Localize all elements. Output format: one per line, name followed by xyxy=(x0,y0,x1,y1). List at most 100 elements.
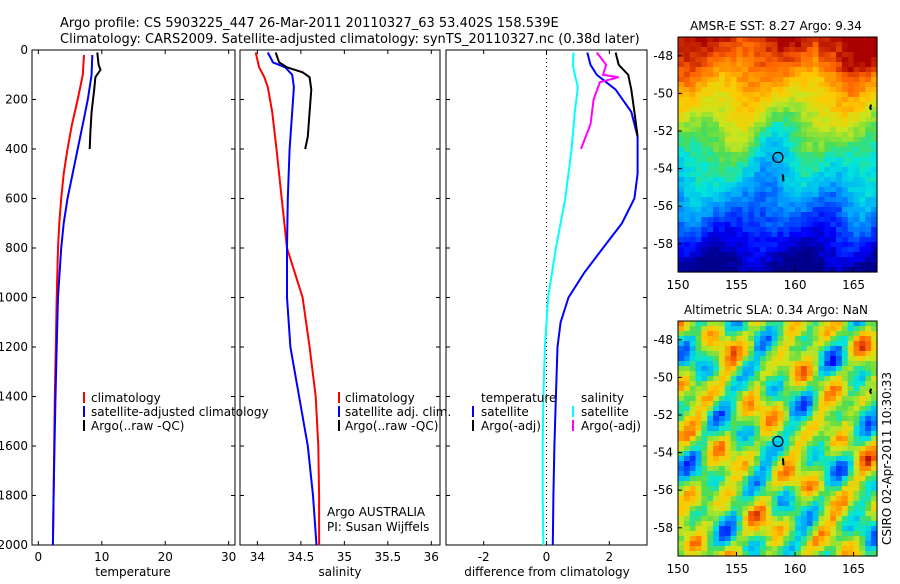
heatmap-cell xyxy=(736,481,743,487)
heatmap-cell xyxy=(789,247,796,253)
heatmap-cell xyxy=(818,72,825,78)
heatmap-cell xyxy=(707,516,714,522)
heatmap-cell xyxy=(836,82,843,88)
heatmap-cell xyxy=(701,366,708,372)
heatmap-cell xyxy=(730,411,738,417)
heatmap-cell xyxy=(871,237,878,243)
heatmap-cell xyxy=(830,461,837,467)
heatmap-cell xyxy=(713,421,720,427)
heatmap-cell xyxy=(836,97,843,103)
heatmap-cell xyxy=(812,431,820,437)
heatmap-cell xyxy=(736,521,743,527)
heatmap-cell xyxy=(812,331,820,337)
heatmap-cell xyxy=(754,341,761,347)
heatmap-cell xyxy=(701,72,708,78)
heatmap-cell xyxy=(689,526,697,532)
heatmap-cell xyxy=(806,376,814,382)
heatmap-cell xyxy=(689,117,697,123)
heatmap-cell xyxy=(859,326,866,332)
heatmap-cell xyxy=(765,267,773,273)
heatmap-cell xyxy=(689,87,697,93)
heatmap-cell xyxy=(713,207,720,213)
heatmap-cell xyxy=(859,207,866,213)
heatmap-cell xyxy=(759,77,767,83)
heatmap-cell xyxy=(707,247,714,253)
heatmap-cell xyxy=(789,212,796,218)
heatmap-cell xyxy=(713,381,720,387)
heatmap-cell xyxy=(836,436,843,442)
heatmap-cell xyxy=(789,47,796,53)
heatmap-cell xyxy=(800,551,808,557)
heatmap-cell xyxy=(765,346,773,352)
heatmap-cell xyxy=(830,321,837,327)
heatmap-cell xyxy=(830,212,837,218)
heatmap-cell xyxy=(871,381,878,387)
heatmap-cell xyxy=(759,521,767,527)
heatmap-cell xyxy=(736,426,743,432)
heatmap-cell xyxy=(742,491,749,497)
heatmap-cell xyxy=(812,242,820,248)
heatmap-cell xyxy=(742,67,749,73)
heatmap-cell xyxy=(701,162,708,168)
heatmap-cell xyxy=(707,481,714,487)
heatmap-cell xyxy=(806,72,814,78)
heatmap-cell xyxy=(841,476,849,482)
heatmap-cell xyxy=(824,551,831,557)
heatmap-cell xyxy=(853,247,861,253)
heatmap-cell xyxy=(718,127,726,133)
heatmap-cell xyxy=(765,541,773,547)
heatmap-cell xyxy=(806,426,814,432)
heatmap-cell xyxy=(847,481,855,487)
heatmap-cell xyxy=(678,237,685,243)
heatmap-cell xyxy=(783,356,790,362)
heatmap-cell xyxy=(736,47,743,53)
heatmap-cell xyxy=(683,72,691,78)
heatmap-cell xyxy=(783,37,790,43)
heatmap-cell xyxy=(789,456,796,462)
heatmap-cell xyxy=(853,496,861,502)
heatmap-cell xyxy=(730,42,738,48)
heatmap-cell xyxy=(800,197,808,203)
heatmap-cell xyxy=(806,187,814,193)
heatmap-cell xyxy=(724,152,732,158)
heatmap-cell xyxy=(841,247,849,253)
heatmap-cell xyxy=(806,461,814,467)
heatmap-cell xyxy=(795,506,802,512)
heatmap-cell xyxy=(759,481,767,487)
heatmap-cell xyxy=(800,147,808,153)
heatmap-cell xyxy=(683,411,691,417)
heatmap-cell xyxy=(806,62,814,68)
heatmap-cell xyxy=(806,396,814,402)
heatmap-cell xyxy=(830,77,837,83)
heatmap-cell xyxy=(683,182,691,188)
heatmap-cell xyxy=(841,366,849,372)
heatmap-cell xyxy=(765,376,773,382)
heatmap-cell xyxy=(830,356,837,362)
heatmap-cell xyxy=(718,267,726,273)
heatmap-cell xyxy=(748,187,755,193)
heatmap-cell xyxy=(865,436,872,442)
heatmap-cell xyxy=(847,536,855,542)
heatmap-cell xyxy=(871,197,878,203)
heatmap-cell xyxy=(836,371,843,377)
heatmap-cell xyxy=(783,396,790,402)
heatmap-cell xyxy=(707,192,714,198)
heatmap-cell xyxy=(713,242,720,248)
heatmap-cell xyxy=(736,197,743,203)
heatmap-cell xyxy=(689,102,697,108)
heatmap-cell xyxy=(847,117,855,123)
heatmap-cell xyxy=(859,446,866,452)
heatmap-cell xyxy=(730,62,738,68)
heatmap-cell xyxy=(853,531,861,537)
heatmap-cell xyxy=(871,202,878,208)
heatmap-cell xyxy=(730,416,738,422)
heatmap-cell xyxy=(718,421,726,427)
heatmap-cell xyxy=(865,361,872,367)
heatmap-cell xyxy=(736,406,743,412)
heatmap-cell xyxy=(683,356,691,362)
heatmap-cell xyxy=(689,326,697,332)
heatmap-cell xyxy=(871,167,878,173)
heatmap-cell xyxy=(742,37,749,43)
heatmap-cell xyxy=(806,526,814,532)
heatmap-cell xyxy=(847,207,855,213)
